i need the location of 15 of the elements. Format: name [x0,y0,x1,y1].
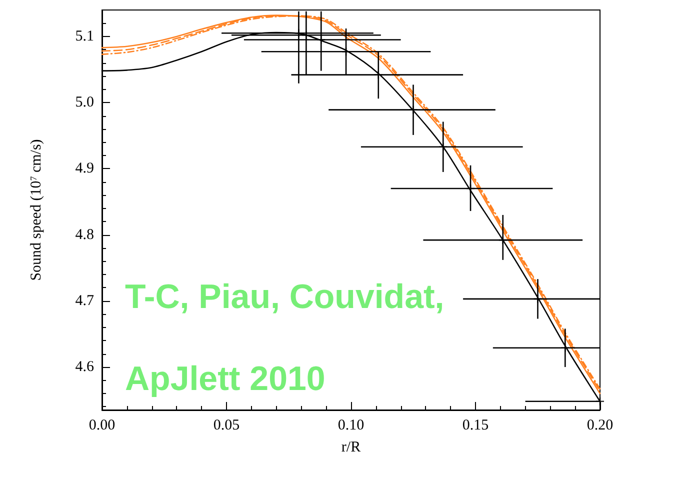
x-axis-title: r/R [341,440,361,456]
y-tick-label: 4.9 [75,160,94,177]
y-axis-title: Sound speed (107 cm/s) [28,139,44,281]
x-tick-label: 0.10 [338,418,364,434]
x-tick-label: 0.00 [88,418,116,434]
y-tick-label: 5.0 [75,94,94,111]
x-tick-label: 0.20 [586,418,614,434]
y-tick-label: 4.7 [75,292,94,309]
y-tick-label: 4.6 [75,359,94,376]
annotation: ApJlett 2010 [125,360,326,398]
y-tick-label: 5.1 [75,28,94,44]
x-tick-label: 0.05 [213,418,240,434]
annotation: T-C, Piau, Couvidat, [125,278,444,316]
y-tick-label: 4.8 [75,226,94,243]
x-tick-label: 0.15 [462,418,489,434]
